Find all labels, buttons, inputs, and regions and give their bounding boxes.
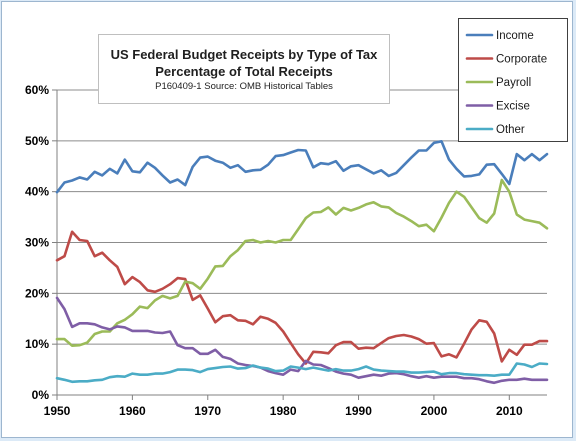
x-tick-label: 1980 — [270, 404, 297, 418]
legend: Income Corporate Payroll Excise Other — [458, 18, 568, 142]
x-tick-label: 2000 — [421, 404, 448, 418]
legend-canvas: Income Corporate Payroll Excise Other — [465, 30, 547, 136]
chart-title-box: US Federal Budget Receipts by Type of Ta… — [98, 34, 390, 104]
x-tick-label: 1990 — [345, 404, 372, 418]
x-tick-labels: 1950 1960 1970 1980 1990 2000 2010 — [44, 404, 523, 418]
chart-title-line-2: Percentage of Total Receipts — [155, 64, 333, 79]
x-tick-label: 1960 — [119, 404, 146, 418]
y-tick-label: 0% — [32, 388, 50, 402]
axes — [52, 89, 547, 400]
legend-label-income: Income — [496, 30, 534, 42]
y-tick-label: 40% — [25, 185, 49, 199]
y-tick-label: 30% — [25, 236, 49, 250]
x-tick-label: 1950 — [44, 404, 71, 418]
y-tick-labels: 0% 10% 20% 30% 40% 50% 60% — [25, 83, 49, 402]
chart-title: US Federal Budget Receipts by Type of Ta… — [110, 47, 378, 62]
series-line-excise — [55, 296, 549, 385]
legend-label-excise: Excise — [496, 101, 530, 113]
series-line-corporate — [55, 230, 549, 365]
series-lines — [55, 140, 549, 385]
y-tick-label: 60% — [25, 83, 49, 97]
x-tick-label: 1970 — [194, 404, 221, 418]
y-tick-label: 20% — [25, 286, 49, 300]
series-line-income — [55, 140, 549, 194]
legend-label-other: Other — [496, 124, 525, 136]
series-line-other — [55, 362, 549, 384]
legend-label-corporate: Corporate — [496, 54, 547, 66]
x-tick-label: 2010 — [496, 404, 523, 418]
series-line-payroll — [55, 178, 549, 348]
y-tick-label: 10% — [25, 337, 49, 351]
chart-subtitle: P160409-1 Source: OMB Historical Tables — [155, 81, 333, 92]
y-tick-label: 50% — [25, 134, 49, 148]
legend-label-payroll: Payroll — [496, 77, 531, 89]
